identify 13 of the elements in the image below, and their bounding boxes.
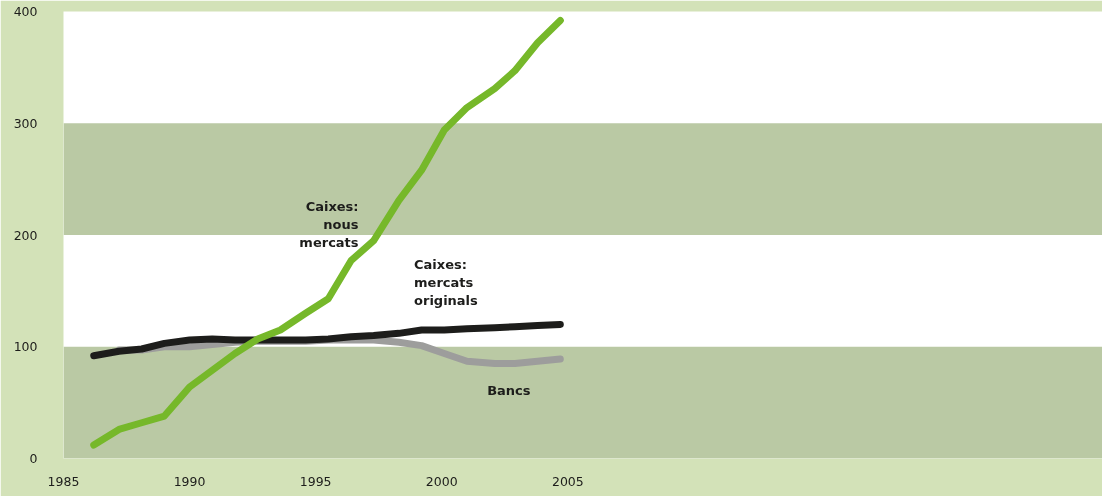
- series-label: Caixes: nous mercats: [299, 199, 359, 251]
- x-tick-label: 2000: [425, 473, 458, 489]
- series-label: Caixes: mercats originals: [414, 257, 479, 309]
- x-tick-label: 1995: [299, 473, 332, 489]
- x-tick-label: 2005: [551, 473, 584, 489]
- y-tick-label: 400: [13, 4, 38, 19]
- series-label: Bancs: [487, 382, 531, 398]
- y-tick-label: 100: [13, 339, 38, 355]
- x-tick-label: 1985: [47, 473, 80, 489]
- y-tick-label: 200: [13, 227, 38, 243]
- x-tick-label: 1990: [173, 473, 206, 489]
- y-tick-label: 300: [13, 115, 38, 131]
- y-tick-label: 0: [29, 451, 38, 466]
